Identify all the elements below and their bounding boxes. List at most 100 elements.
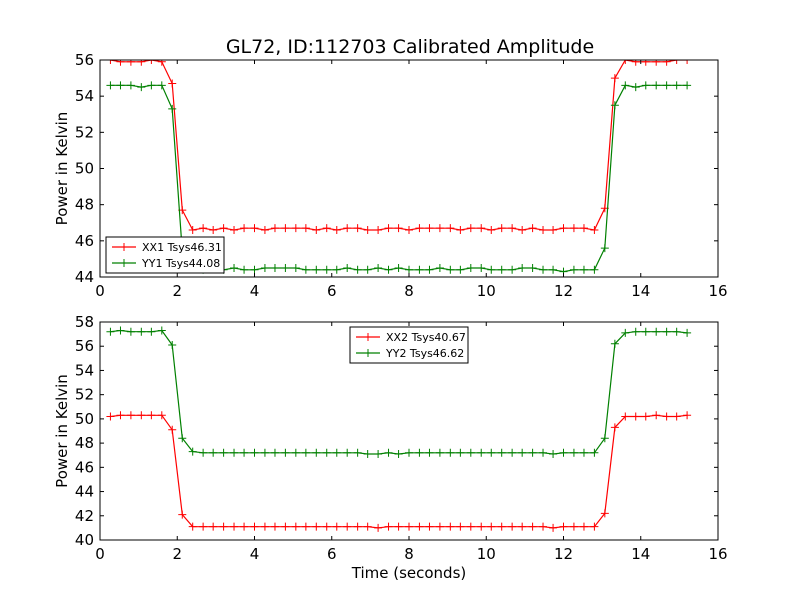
x-tick-label: 4: [250, 545, 260, 563]
data-point: [405, 225, 413, 234]
legend-label: YY1 Tsys44.08: [141, 257, 220, 270]
y-tick-label: 56: [75, 51, 94, 69]
data-point: [394, 263, 403, 272]
x-tick-label: 0: [95, 282, 105, 300]
data-point: [590, 225, 599, 234]
y-tick-label: 46: [75, 232, 94, 250]
x-tick-label: 8: [404, 545, 414, 563]
data-point: [260, 522, 269, 531]
x-tick-label: 10: [477, 545, 496, 563]
data-point: [363, 265, 372, 274]
data-point: [425, 224, 434, 233]
data-point: [199, 522, 208, 531]
data-point: [260, 448, 269, 457]
data-point: [446, 224, 455, 233]
data-point: [683, 81, 692, 90]
data-point: [270, 522, 279, 531]
data-point: [641, 81, 650, 90]
data-point: [343, 224, 352, 233]
data-point: [590, 448, 599, 457]
data-point: [384, 522, 393, 531]
data-point: [322, 265, 331, 274]
data-point: [683, 411, 692, 420]
data-point: [126, 60, 135, 66]
data-point: [157, 411, 166, 420]
data-point: [147, 81, 156, 90]
x-tick-label: 6: [327, 282, 337, 300]
y-tick-label: 46: [75, 458, 94, 476]
x-tick-label: 8: [404, 282, 414, 300]
legend-marker: [364, 349, 372, 357]
data-point: [477, 263, 486, 272]
data-point: [415, 224, 424, 233]
plot-area: [106, 326, 692, 532]
data-point: [332, 265, 341, 274]
legend: XX2 Tsys40.67 YY2 Tsys46.62: [349, 326, 469, 364]
data-point: [137, 60, 146, 66]
y-tick-label: 50: [75, 160, 94, 178]
data-point: [209, 225, 218, 234]
data-point: [301, 448, 310, 457]
data-point: [528, 263, 537, 272]
data-point: [270, 263, 279, 272]
y-tick-label: 56: [75, 337, 94, 355]
data-point: [126, 81, 135, 90]
data-point: [137, 83, 146, 92]
y-tick-label: 52: [75, 386, 94, 404]
data-point: [559, 448, 568, 457]
y-tick-label: 42: [75, 507, 94, 525]
data-point: [497, 448, 506, 457]
data-point: [157, 81, 166, 90]
data-point: [168, 425, 177, 434]
legend-label: XX2 Tsys40.67: [386, 331, 466, 344]
data-point: [518, 522, 527, 531]
data-point: [610, 423, 619, 432]
data-point: [631, 60, 640, 66]
legend-label: XX1 Tsys46.31: [142, 241, 222, 254]
y-tick-label: 58: [75, 313, 94, 331]
data-point: [106, 327, 115, 336]
data-point: [363, 225, 372, 234]
data-point: [301, 522, 310, 531]
data-point: [363, 450, 372, 459]
data-point: [683, 60, 692, 64]
data-point: [415, 448, 424, 457]
data-point: [270, 448, 279, 457]
data-point: [518, 263, 527, 272]
data-point: [291, 224, 300, 233]
x-tick-label: 2: [172, 282, 182, 300]
data-point: [199, 224, 208, 233]
data-point: [569, 448, 578, 457]
figure-title: GL72, ID:112703 Calibrated Amplitude: [226, 36, 594, 58]
data-point: [425, 265, 434, 274]
data-point: [466, 263, 475, 272]
data-point: [312, 265, 321, 274]
data-point: [374, 225, 383, 234]
data-point: [312, 522, 321, 531]
data-point: [528, 522, 537, 531]
x-tick-label: 10: [477, 282, 496, 300]
data-point: [610, 74, 619, 83]
data-point: [353, 522, 362, 531]
data-point: [631, 83, 640, 92]
data-point: [683, 328, 692, 337]
legend-marker: [120, 243, 128, 251]
data-point: [477, 522, 486, 531]
data-point: [353, 265, 362, 274]
data-point: [168, 104, 177, 113]
data-point: [384, 265, 393, 274]
data-point: [559, 224, 568, 233]
data-point: [230, 522, 239, 531]
data-point: [621, 412, 630, 421]
y-tick-label: 44: [75, 483, 94, 501]
data-point: [106, 60, 115, 64]
data-point: [301, 265, 310, 274]
data-point: [230, 448, 239, 457]
data-point: [291, 263, 300, 272]
y-axis-label: Power in Kelvin: [53, 374, 71, 488]
data-point: [281, 522, 290, 531]
data-point: [518, 225, 527, 234]
data-point: [539, 522, 548, 531]
data-point: [415, 522, 424, 531]
